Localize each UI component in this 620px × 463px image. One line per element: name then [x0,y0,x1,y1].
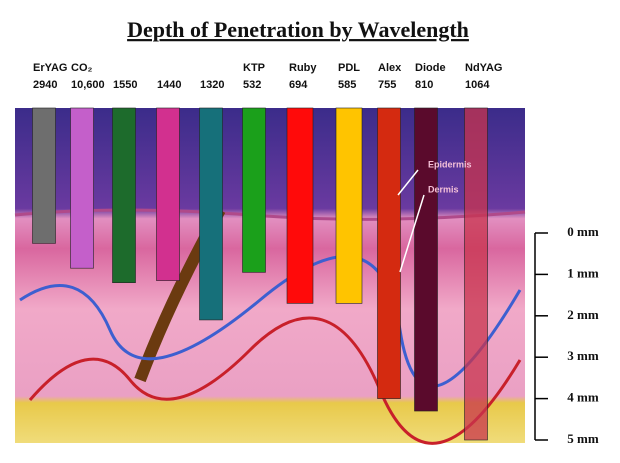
skin-illustration [15,108,525,443]
laser-bar [242,107,266,273]
laser-name: NdYAG [465,62,503,74]
laser-wavelength: 1440 [157,79,181,91]
scale-label: 2 mm [567,307,599,322]
laser-name: PDL [338,62,360,74]
laser-name: CO₂ [71,62,93,74]
laser-name: Diode [415,62,446,74]
laser-wavelength: 1320 [200,79,224,91]
laser-wavelength: 2940 [33,79,57,91]
scale-label: 3 mm [567,348,599,363]
layer-label: Epidermis [428,159,472,169]
laser-wavelength: 810 [415,79,433,91]
content: ErYAG 2940 CO₂ 10,600 1550 1440 1320 KTP 532 Ruby… [32,62,599,446]
laser-bar [464,107,488,441]
scale-label: 4 mm [567,390,599,405]
laser-wavelength: 694 [289,79,308,91]
layer-label: Dermis [428,184,459,194]
laser-bar [112,107,136,283]
pointer [399,194,425,273]
scale-label: 1 mm [567,265,599,280]
laser-bar [70,107,94,269]
laser-name: Alex [378,62,402,74]
laser-bar [377,107,401,399]
laser-wavelength: 10,600 [71,79,105,91]
laser-bar [335,107,363,304]
laser-bar [199,107,223,321]
laser-bar [32,107,56,244]
laser-bar [156,107,180,281]
laser-name: Ruby [289,62,317,74]
title: Depth of Penetration by Wavelength [127,17,469,42]
scale-label: 0 mm [567,224,599,239]
laser-name: KTP [243,62,265,74]
vessel [28,316,522,445]
laser-wavelength: 755 [378,79,396,91]
laser-bar [286,107,314,304]
laser-name: ErYAG [33,62,67,74]
laser-wavelength: 585 [338,79,356,91]
pointer [397,169,419,196]
laser-wavelength: 1064 [465,79,490,91]
laser-wavelength: 532 [243,79,261,91]
scale-label: 5 mm [567,431,599,446]
laser-wavelength: 1550 [113,79,137,91]
laser-bar [414,107,438,412]
